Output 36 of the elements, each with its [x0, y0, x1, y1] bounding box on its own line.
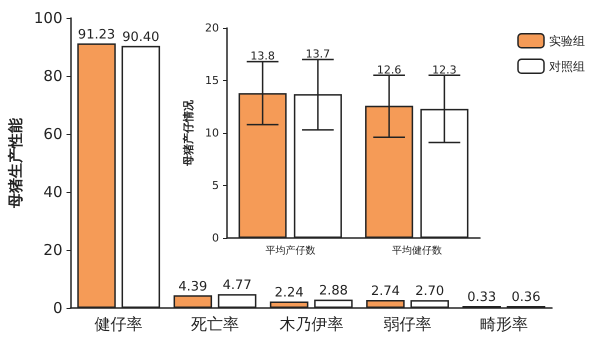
data-label: 12.6: [376, 63, 402, 76]
data-label: 4.39: [178, 279, 208, 294]
x-tick-label: 畸形率: [480, 314, 528, 334]
data-label: 91.23: [78, 27, 116, 42]
y-tick-label: 0: [212, 232, 219, 244]
y-axis-title: 母猪产仔情况: [182, 99, 196, 167]
data-label: 2.74: [370, 284, 400, 300]
y-tick-label: 20: [205, 22, 219, 34]
data-label: 13.7: [306, 48, 330, 60]
y-tick-label: 20: [43, 241, 63, 259]
y-tick-label: 100: [34, 9, 63, 27]
y-tick-label: 80: [43, 67, 63, 85]
data-label: 0.33: [467, 290, 496, 305]
data-label: 0.36: [512, 290, 540, 305]
data-label: 13.8: [250, 50, 275, 63]
data-label: 2.70: [415, 284, 444, 300]
x-tick-label: 健仔率: [94, 314, 143, 334]
data-label: 2.88: [318, 284, 348, 299]
legend-label: 实验组: [549, 34, 585, 48]
data-label: 90.40: [122, 30, 160, 45]
data-label: 12.3: [432, 63, 457, 76]
x-tick-label: 弱仔率: [384, 314, 432, 334]
x-tick-label: 平均产仔数: [265, 244, 316, 256]
data-label: 2.24: [274, 286, 304, 301]
y-axis-title: 母猪生产性能: [6, 117, 24, 209]
y-tick-label: 40: [43, 183, 63, 201]
y-tick-label: 0: [52, 299, 63, 317]
x-tick-label: 死亡率: [190, 314, 239, 334]
y-tick-label: 15: [205, 74, 219, 87]
data-label: 4.77: [222, 278, 252, 294]
x-tick-label: 木乃伊率: [279, 314, 344, 334]
y-tick-label: 5: [212, 179, 219, 192]
y-tick-label: 60: [43, 125, 63, 143]
x-tick-label: 平均健仔数: [392, 244, 442, 256]
y-tick-label: 10: [205, 126, 219, 140]
legend-label: 对照组: [549, 59, 585, 74]
